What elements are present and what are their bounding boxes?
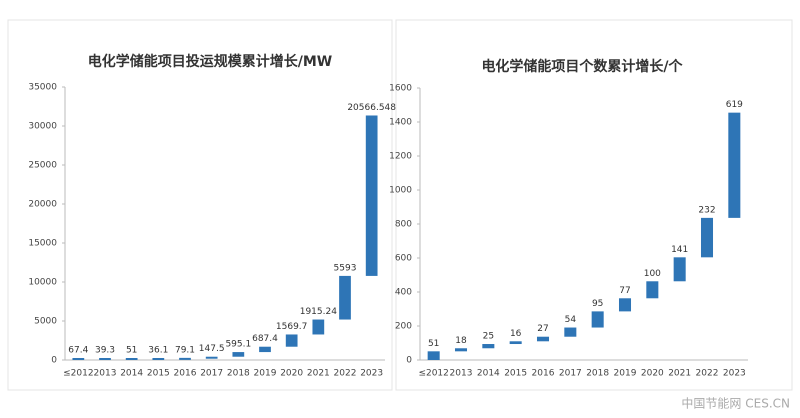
value-label: 595.1 (225, 340, 251, 350)
bar (312, 319, 325, 335)
x-tick-label: 2015 (504, 369, 527, 379)
x-tick-label: 2021 (307, 369, 330, 379)
bar (728, 112, 741, 218)
y-tick-label: 15000 (28, 239, 57, 249)
x-tick-label: 2015 (147, 369, 170, 379)
y-tick-label: 5000 (34, 317, 57, 327)
value-label: 16 (510, 329, 522, 339)
bar (179, 357, 191, 360)
y-tick-label: 10000 (28, 278, 57, 288)
x-tick-label: ≤2012 (418, 369, 448, 379)
bar (232, 352, 245, 357)
bar (365, 115, 378, 276)
y-tick-label: 20000 (28, 200, 57, 210)
value-label: 51 (428, 339, 439, 349)
watermark: 中国节能网 CES.CN (681, 396, 790, 411)
bar (509, 341, 522, 345)
bar (125, 358, 138, 360)
x-tick-label: 2021 (668, 369, 691, 379)
x-tick-label: 2022 (334, 369, 357, 379)
panel-frame (395, 19, 793, 391)
bar (482, 344, 495, 349)
value-label: 54 (565, 315, 577, 325)
y-tick-label: 1200 (389, 152, 412, 162)
value-label: 18 (455, 336, 467, 346)
x-tick-label: 2019 (254, 369, 277, 379)
y-tick-label: 0 (51, 356, 57, 366)
y-tick-label: 35000 (28, 83, 57, 93)
x-tick-label: 2017 (559, 369, 582, 379)
x-tick-label: 2013 (450, 369, 473, 379)
y-tick-label: 30000 (28, 122, 57, 132)
panel-frame (7, 19, 393, 391)
x-tick-label: 2016 (174, 369, 197, 379)
value-label: 77 (619, 286, 630, 296)
chart-title: 电化学储能项目个数累计增长/个 (481, 58, 683, 75)
x-tick-label: 2023 (360, 369, 383, 379)
x-tick-label: 2020 (280, 369, 303, 379)
value-label: 27 (537, 324, 548, 334)
bar (454, 348, 468, 352)
value-label: 67.4 (68, 346, 88, 356)
y-tick-label: 1000 (389, 186, 412, 196)
x-tick-label: 2018 (227, 369, 250, 379)
bar (259, 346, 271, 353)
y-tick-label: 1400 (389, 118, 412, 128)
value-label: 36.1 (148, 346, 168, 356)
bar (152, 358, 165, 360)
value-label: 687.4 (252, 334, 278, 344)
y-tick-label: 25000 (28, 161, 57, 171)
bar (646, 281, 659, 299)
x-tick-label: 2018 (586, 369, 609, 379)
chart-title: 电化学储能项目投运规模累计增长/MW (88, 53, 333, 70)
y-tick-label: 600 (395, 254, 412, 264)
x-tick-label: 2020 (641, 369, 664, 379)
y-tick-label: 400 (395, 288, 412, 298)
bar (673, 257, 686, 282)
bar (618, 298, 632, 312)
value-label: 1915.24 (300, 307, 337, 317)
x-tick-label: 2023 (723, 369, 746, 379)
bar (99, 358, 111, 360)
value-label: 51 (126, 346, 137, 356)
y-tick-label: 0 (406, 356, 412, 366)
value-label: 1569.7 (276, 322, 308, 332)
y-tick-label: 200 (395, 322, 412, 332)
value-label: 79.1 (175, 345, 195, 355)
value-label: 25 (483, 332, 494, 342)
x-tick-label: ≤2012 (63, 369, 93, 379)
bar (700, 217, 714, 258)
x-tick-label: 2022 (696, 369, 719, 379)
value-label: 619 (726, 100, 743, 110)
value-label: 5593 (334, 263, 357, 273)
bar (339, 275, 351, 320)
x-tick-label: 2017 (200, 369, 223, 379)
bar (285, 334, 298, 347)
y-tick-label: 1600 (389, 84, 412, 94)
value-label: 147.5 (199, 344, 225, 354)
bar (536, 336, 550, 342)
x-tick-label: 2014 (477, 369, 500, 379)
value-label: 100 (644, 269, 661, 279)
bar (72, 358, 85, 360)
x-tick-label: 2019 (614, 369, 637, 379)
bar (564, 327, 577, 337)
bar (591, 311, 604, 328)
value-label: 20566.548 (347, 103, 396, 113)
x-tick-label: 2014 (120, 369, 143, 379)
bar (205, 356, 218, 359)
value-label: 141 (671, 245, 688, 255)
bar (427, 351, 440, 360)
y-tick-label: 800 (395, 220, 412, 230)
value-label: 95 (592, 299, 603, 309)
value-label: 232 (698, 205, 715, 215)
x-tick-label: 2013 (94, 369, 117, 379)
value-label: 39.3 (95, 346, 115, 356)
x-tick-label: 2016 (532, 369, 555, 379)
